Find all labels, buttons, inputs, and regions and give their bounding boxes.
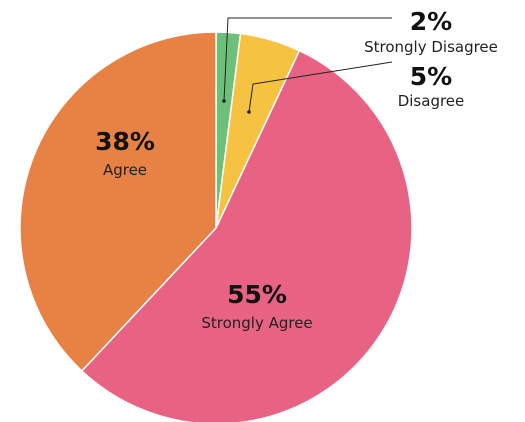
leader-line-strongly-disagree [223,17,392,102]
data-label-agree-name: Agree [103,161,147,179]
leader-line-disagree [248,61,393,113]
leader-dot-strongly-disagree [222,99,226,103]
data-label-disagree-percent: 5% [410,62,452,91]
data-label-disagree-name: Disagree [398,92,465,110]
slices-layer [19,31,413,422]
pie-slice-agree [19,31,217,372]
data-label-strongly-disagree-name: Strongly Disagree [364,38,498,56]
data-label-agree-percent: 38% [95,127,155,156]
leader-dot-disagree [247,110,251,114]
labels-layer: 2% Strongly Disagree 5%Disagree 55% Strongly… [95,7,498,332]
data-label-strongly-agree-name: Strongly Agree [201,314,312,332]
leader-lines-layer [222,17,393,114]
data-label-strongly-agree-percent: 55% [227,280,287,309]
data-label-strongly-disagree-percent: 2% [410,7,452,36]
pie-slice-strongly-agree [80,49,413,422]
